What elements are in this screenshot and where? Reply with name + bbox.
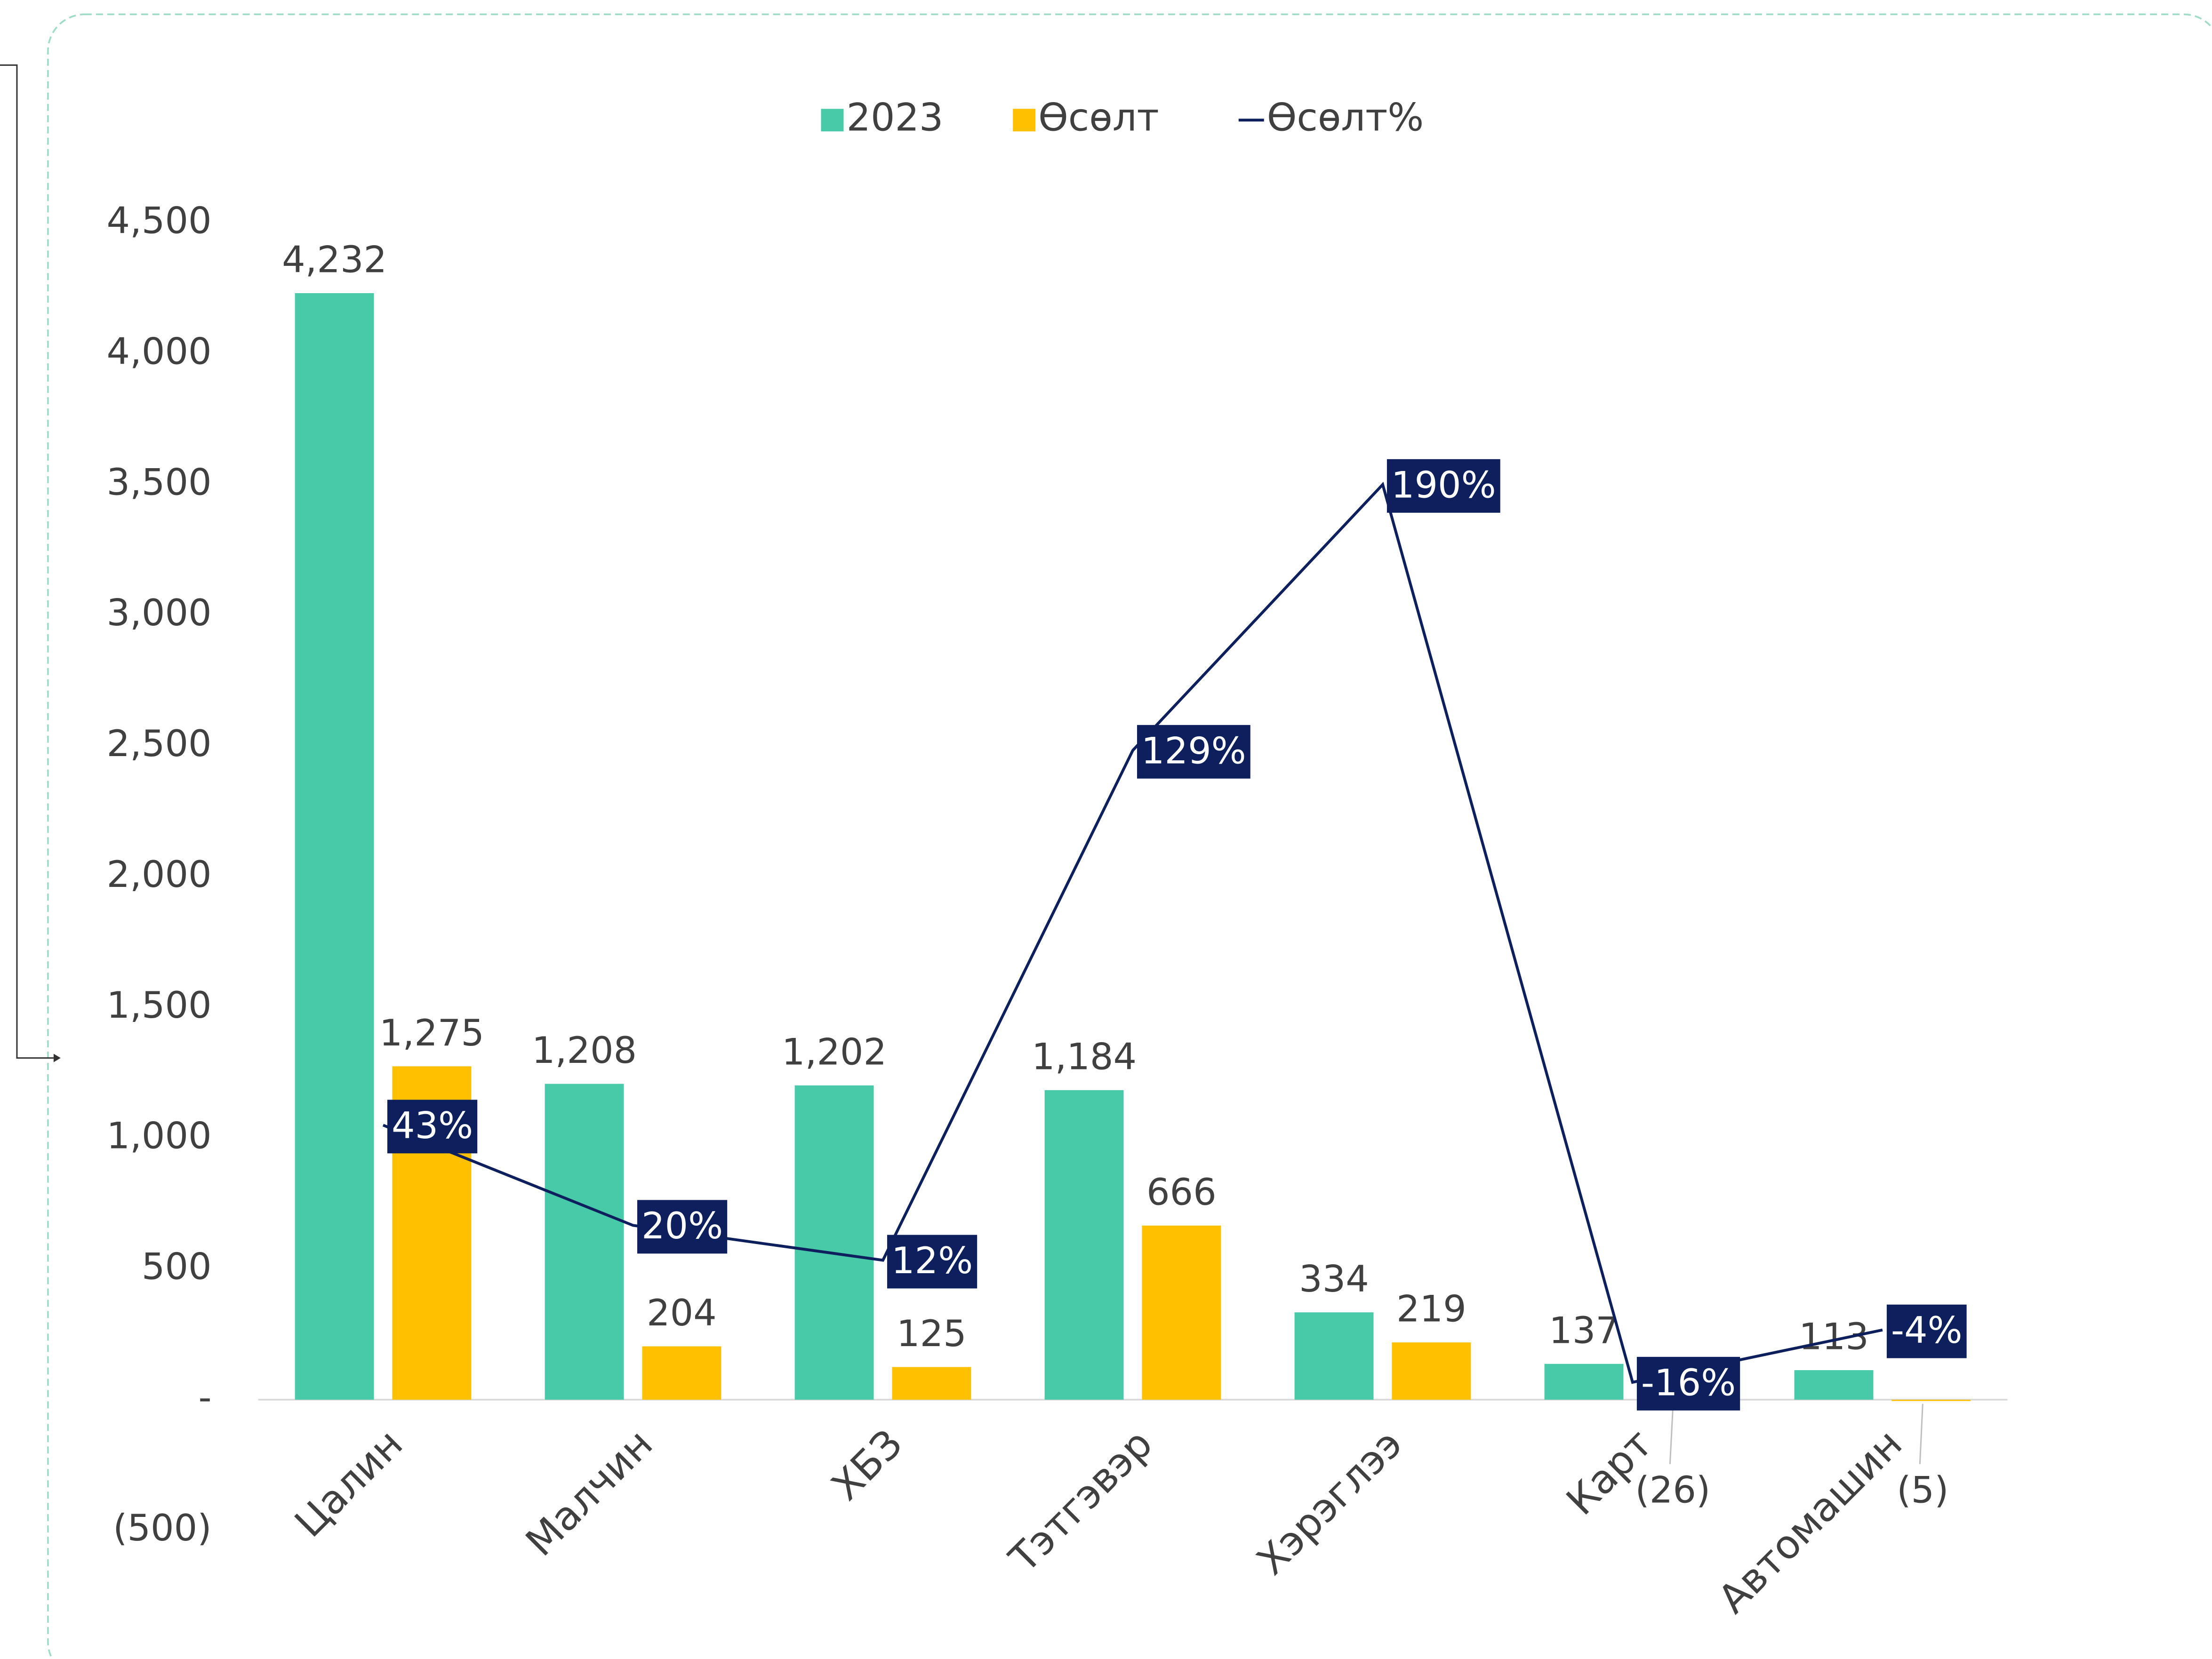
line-label-box [1636,1356,1740,1411]
bar [1794,1370,1874,1400]
data-label: 334 [1299,1258,1369,1300]
y-tick-label: (500) [113,1507,212,1549]
line-label-box [1387,459,1500,513]
bar [545,1084,624,1400]
bar [1294,1312,1374,1400]
x-tick-label: Хэрэглээ [1248,1420,1411,1584]
x-tick-label: Автомашин [1709,1420,1911,1622]
y-tick-label: 3,000 [107,592,212,634]
data-label: 125 [897,1313,967,1355]
y-tick-label: 500 [142,1245,212,1288]
line-label-box [887,1235,978,1289]
data-label: 137 [1549,1309,1619,1352]
leader-line [1919,1404,1923,1464]
line-data-label: 20% [641,1205,723,1247]
chart-frame [47,13,2212,1659]
x-tick-label: Цалин [286,1420,411,1546]
y-tick-label: 1,500 [107,984,212,1027]
y-tick-label: 4,500 [107,200,212,242]
legend-swatch [821,109,844,132]
y-tick-label: 3,500 [107,461,212,503]
bar [1392,1342,1471,1400]
line-label-box [1886,1304,1967,1358]
legend-swatch [1013,109,1036,132]
legend-label: Өсөлт [1038,96,1159,140]
y-tick-label: 1,000 [107,1115,212,1157]
legend-label: 2023 [846,96,943,140]
data-label: 1,208 [532,1029,637,1072]
line-data-label: 129% [1141,730,1246,772]
data-label: 113 [1799,1316,1869,1358]
x-tick-label: Малчин [517,1420,661,1565]
line-data-label: 43% [392,1105,473,1147]
bar [1044,1090,1124,1400]
data-label: (5) [1897,1469,1948,1511]
line-data-label: -16% [1641,1362,1736,1404]
leader-line [1669,1409,1674,1464]
x-tick-label: Тэтгэвэр [1000,1420,1161,1581]
line-data-label: 190% [1391,464,1496,506]
bar [642,1346,721,1400]
data-label: 4,232 [282,239,387,281]
connector [0,64,54,1059]
line [382,481,1883,1384]
bar [892,1367,971,1400]
line-data-label: -4% [1891,1309,1963,1352]
bar [794,1085,874,1400]
x-tick-label: ХБЗ [823,1420,912,1509]
connector-arrow [53,1053,61,1062]
data-label: 1,202 [782,1031,887,1073]
bar [1142,1225,1221,1400]
line-label-box [1137,725,1250,779]
data-label: 1,275 [379,1012,484,1054]
bar [1544,1364,1624,1400]
y-tick-label: 4,000 [107,330,212,373]
bar [295,293,374,1400]
y-tick-label: 2,000 [107,853,212,896]
data-label: 1,184 [1032,1036,1137,1078]
y-tick-label: 2,500 [107,723,212,765]
data-label: 204 [647,1292,717,1334]
legend-label: Өсөлт% [1267,96,1424,140]
data-label: 219 [1396,1288,1467,1331]
line-label-box [637,1200,728,1254]
y-tick-label: - [198,1376,211,1419]
line-label-box [387,1100,478,1154]
data-label: (26) [1635,1469,1710,1511]
line-data-label: 12% [891,1240,973,1282]
bar [1891,1399,1971,1401]
data-label: 666 [1146,1171,1217,1213]
